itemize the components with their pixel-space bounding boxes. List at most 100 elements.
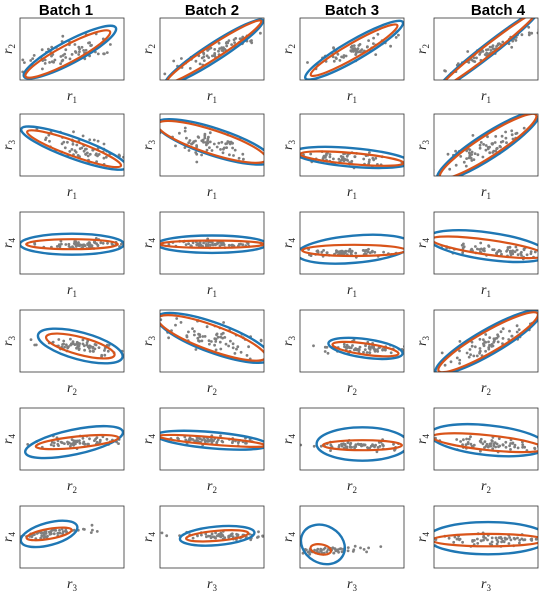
- data-point: [373, 348, 377, 351]
- data-point: [470, 159, 474, 162]
- data-point: [101, 241, 105, 245]
- data-point: [205, 325, 209, 329]
- data-point: [209, 243, 213, 247]
- data-point: [340, 550, 344, 554]
- orange-ellipse: [434, 235, 538, 260]
- data-point: [319, 549, 322, 553]
- orange-ellipse: [434, 532, 538, 548]
- data-point: [383, 348, 387, 352]
- data-point: [459, 155, 463, 158]
- data-point: [550, 314, 553, 317]
- data-point: [227, 39, 231, 42]
- data-point: [360, 48, 364, 51]
- data-point: [82, 49, 85, 52]
- data-point: [474, 245, 477, 248]
- data-point: [183, 129, 187, 133]
- blue-ellipse: [20, 232, 124, 256]
- y-axis-label: r3: [1, 140, 17, 150]
- data-point: [239, 350, 243, 354]
- data-point: [313, 548, 316, 552]
- data-point: [187, 149, 191, 152]
- data-point: [478, 146, 482, 150]
- data-point: [297, 249, 300, 252]
- data-point: [494, 536, 498, 540]
- data-point: [342, 56, 345, 59]
- data-point: [508, 329, 511, 333]
- data-point: [82, 527, 85, 531]
- data-point: [52, 444, 56, 448]
- data-point: [184, 438, 188, 442]
- blue-ellipse: [160, 429, 264, 451]
- blue-ellipse: [160, 311, 264, 365]
- data-point: [225, 146, 229, 150]
- data-point: [517, 328, 521, 331]
- data-point: [80, 146, 84, 150]
- data-point: [233, 41, 237, 44]
- data-point: [365, 351, 369, 354]
- data-point: [494, 135, 498, 138]
- data-point: [208, 146, 211, 150]
- data-point: [341, 157, 344, 161]
- panel-r4-vs-r3-col-3: r3 r4: [281, 505, 405, 593]
- data-point: [295, 152, 298, 155]
- data-point: [374, 443, 377, 447]
- data-point: [465, 351, 469, 355]
- data-point: [479, 247, 483, 251]
- panel-frame: [299, 113, 405, 177]
- data-point: [473, 152, 477, 156]
- panel-frame: [19, 17, 125, 81]
- data-point: [511, 441, 515, 445]
- data-point: [52, 532, 56, 536]
- data-point: [490, 345, 494, 348]
- orange-ellipse: [331, 340, 400, 358]
- data-point: [468, 152, 472, 156]
- data-point: [198, 335, 202, 339]
- data-point: [497, 437, 501, 440]
- data-point: [71, 142, 75, 146]
- data-point: [46, 534, 49, 538]
- data-point: [237, 156, 241, 160]
- data-point: [504, 136, 508, 140]
- data-point: [461, 540, 464, 544]
- data-point: [68, 57, 72, 61]
- data-point: [496, 340, 500, 344]
- data-point: [209, 46, 213, 50]
- data-point: [479, 449, 482, 453]
- data-point: [271, 356, 274, 359]
- data-point: [198, 62, 202, 66]
- data-point: [325, 152, 328, 156]
- data-point: [21, 58, 25, 62]
- data-point: [124, 439, 127, 442]
- data-point: [183, 126, 187, 130]
- data-point: [325, 345, 329, 349]
- data-point: [371, 443, 374, 447]
- data-point: [214, 536, 218, 540]
- data-point: [353, 544, 357, 548]
- panel-r3-vs-r1-col-2: r1 r3: [141, 113, 265, 201]
- x-axis-label: r3: [347, 577, 357, 593]
- data-point: [78, 439, 81, 442]
- data-point: [214, 348, 218, 352]
- data-point: [484, 349, 487, 353]
- data-point: [63, 345, 66, 349]
- data-point: [520, 33, 524, 37]
- data-point: [200, 244, 203, 248]
- data-point: [485, 48, 488, 52]
- data-point: [516, 446, 520, 450]
- data-point: [167, 336, 171, 340]
- blue-ellipse: [434, 229, 538, 264]
- data-point: [488, 151, 492, 155]
- orange-ellipse: [439, 18, 537, 80]
- data-point: [205, 54, 209, 58]
- data-point: [362, 350, 365, 354]
- data-point: [264, 440, 267, 443]
- data-point: [360, 444, 364, 447]
- data-point: [44, 136, 48, 140]
- data-point: [206, 243, 210, 246]
- data-point: [145, 123, 148, 126]
- data-point: [351, 550, 355, 553]
- data-point: [160, 531, 164, 535]
- data-point: [510, 45, 514, 49]
- column-title-batch-1: Batch 1: [39, 2, 93, 19]
- data-point: [518, 541, 521, 545]
